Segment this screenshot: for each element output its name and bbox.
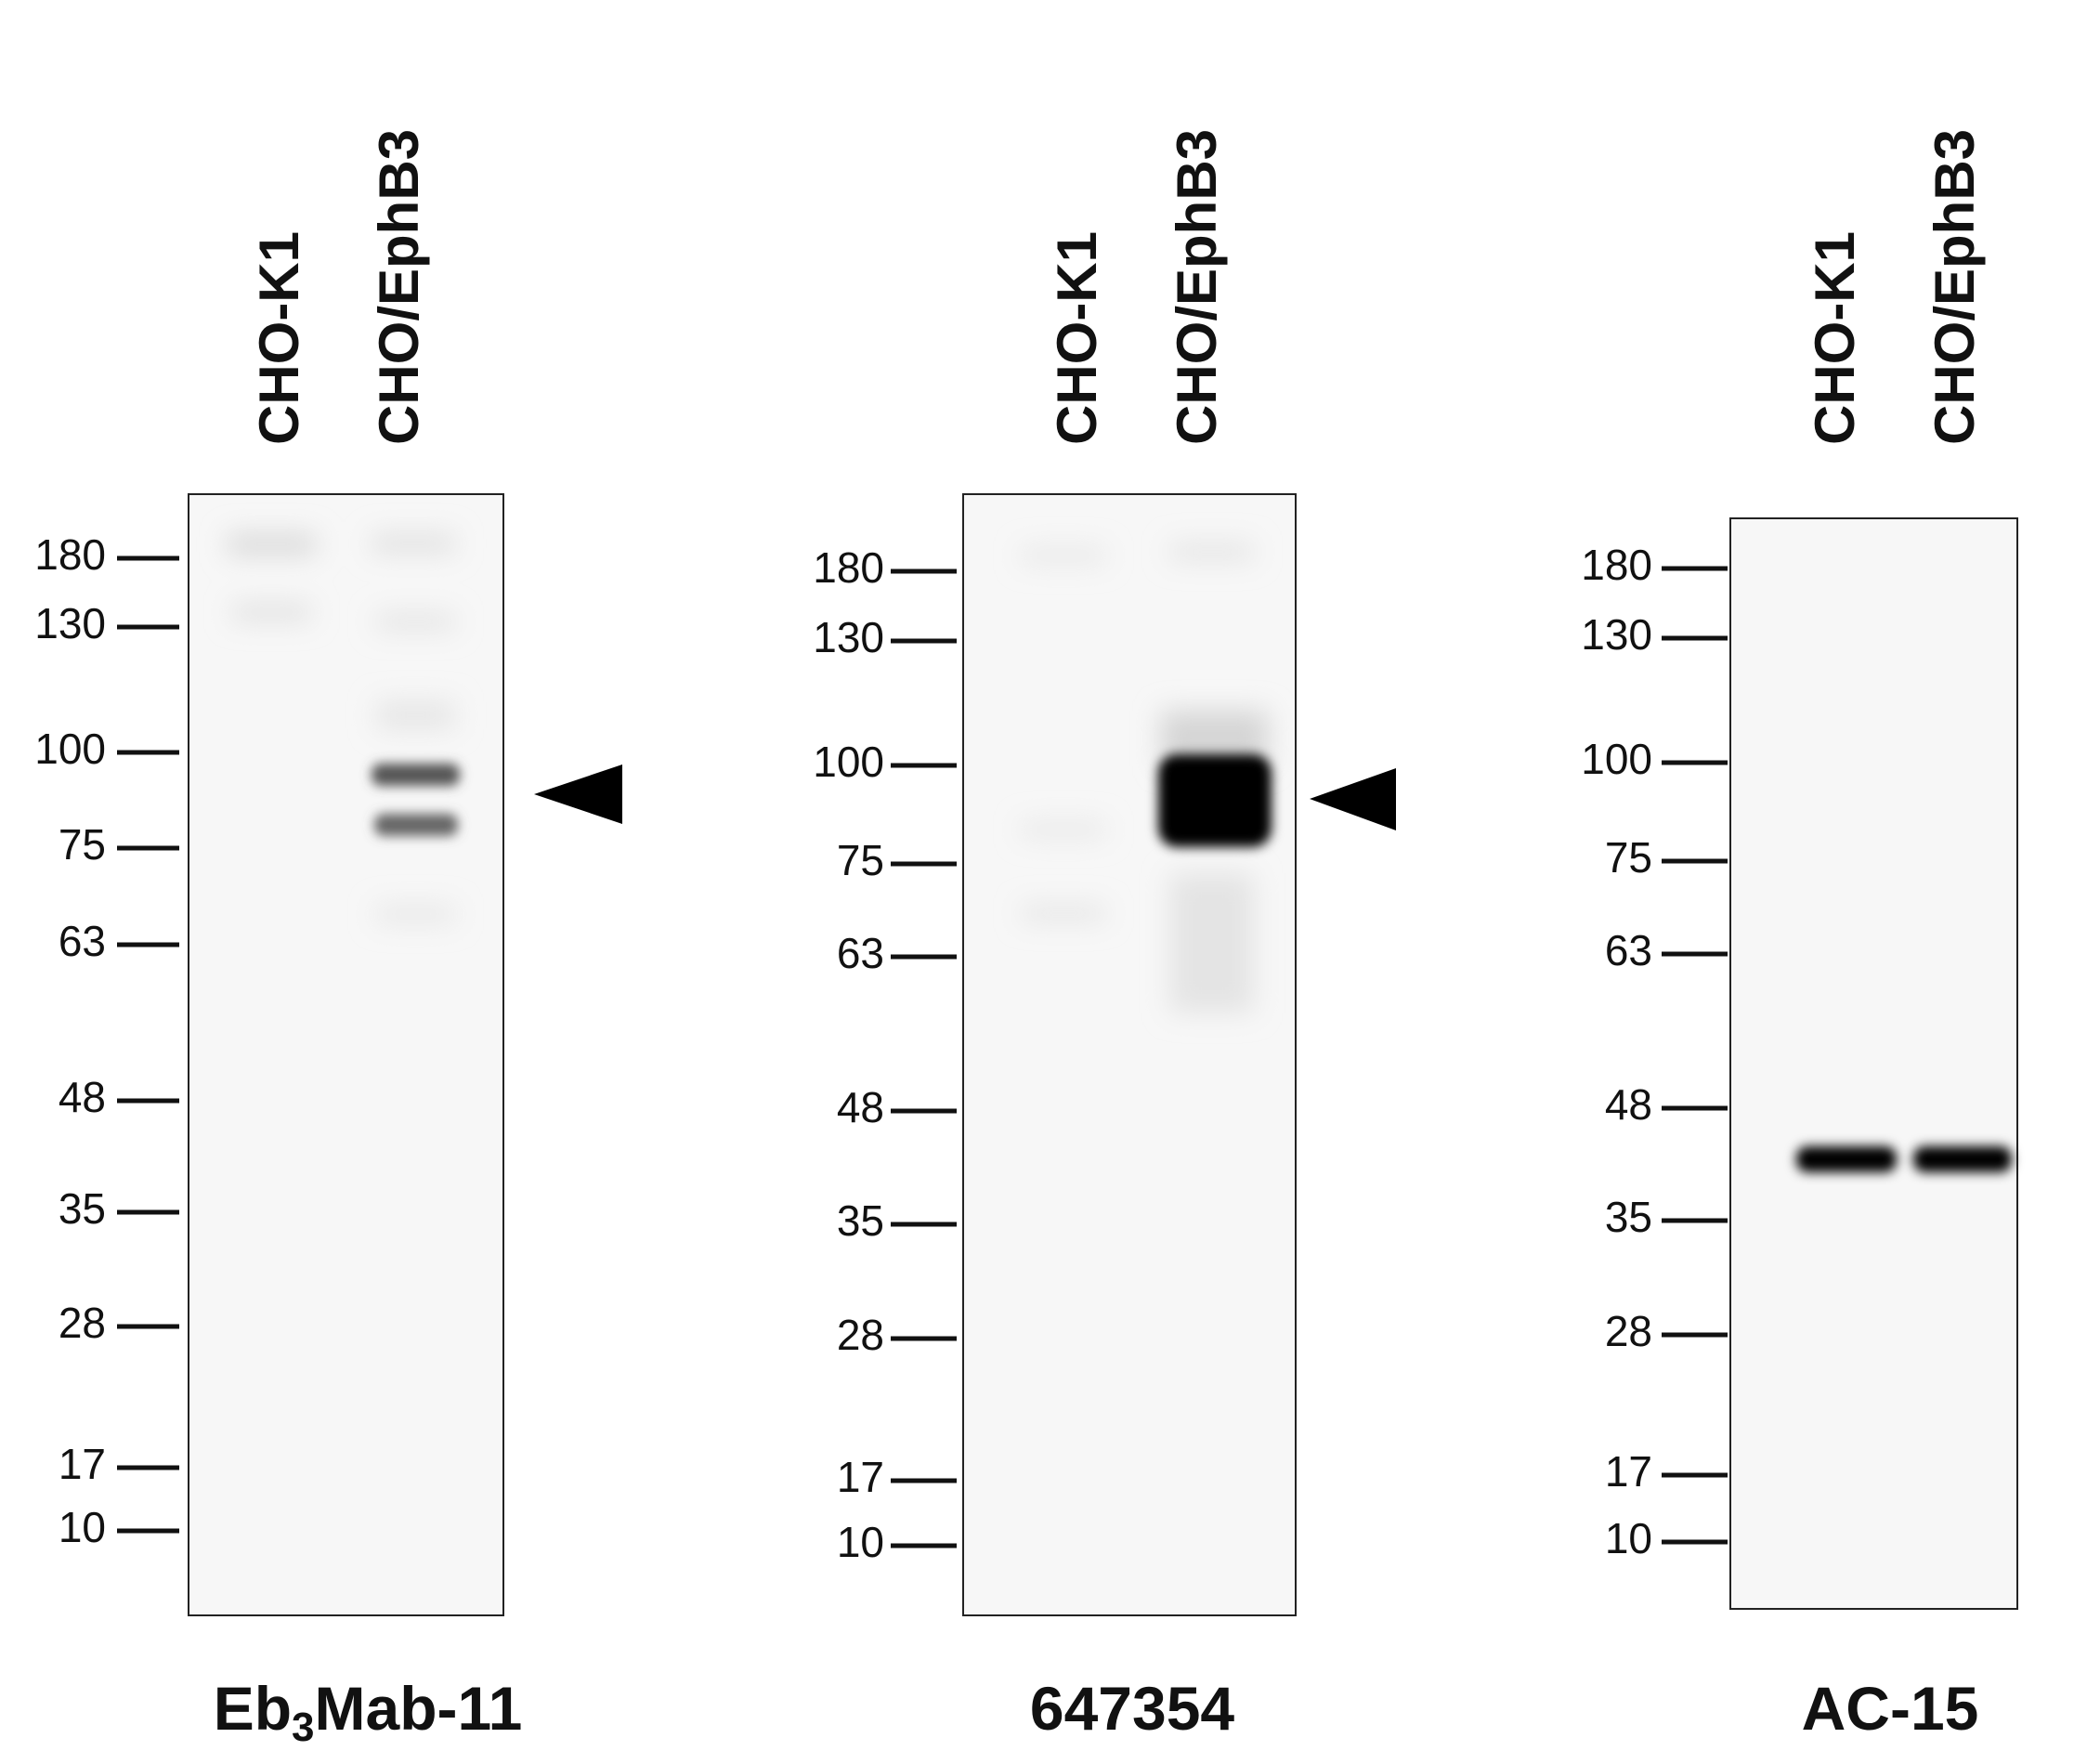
membrane [1729,517,2018,1610]
marker-label: 10 [59,1503,106,1551]
lane-label: CHO/EphB3 [1924,129,1986,445]
caption: 647354 [1030,1674,1235,1743]
marker-label: 48 [1605,1080,1652,1129]
faint-bands [228,534,455,922]
marker-label: 130 [34,599,106,647]
marker-label: 130 [1581,610,1652,659]
marker-label: 180 [34,530,106,579]
caption: Eb3Mab-11 [214,1674,523,1750]
marker-label: 28 [59,1299,106,1347]
marker-label: 17 [59,1440,106,1488]
arrowhead [1310,768,1396,830]
caption: AC-15 [1802,1674,1979,1743]
marker-label: 48 [59,1073,106,1121]
caption-text: Mab-11 [315,1674,523,1743]
lane-label: CHO-K1 [1046,231,1108,445]
marker-label: 180 [813,543,884,592]
marker-label: 75 [1605,833,1652,882]
caption-text: AC-15 [1802,1674,1979,1743]
caption-subscript: 3 [292,1705,314,1750]
marker-label: 100 [813,738,884,786]
bands [1796,1146,2012,1172]
blot-panel: CHO-K1 CHO/EphB3 647354 [962,129,1396,1743]
faint-bands [1022,543,1268,1013]
marker-label: 63 [1605,926,1652,974]
lane-label: CHO-K1 [1804,231,1866,445]
blot-panel: CHO-K1 CHO/EphB3 Eb3Mab-11 [188,129,622,1750]
marker-label: 48 [837,1083,884,1131]
marker-label: 10 [1605,1514,1652,1562]
marker-label: 28 [1605,1307,1652,1355]
lane-label: CHO/EphB3 [368,129,430,445]
lane-label: CHO-K1 [248,231,310,445]
marker-label: 180 [1581,541,1652,589]
membrane [188,493,504,1616]
marker-label: 28 [837,1311,884,1359]
bands [372,764,460,836]
marker-label: 10 [837,1518,884,1566]
arrowhead [534,764,622,824]
bands [1158,754,1272,847]
membrane [962,493,1297,1616]
marker-label: 35 [1605,1193,1652,1241]
caption-text: Eb [214,1674,292,1743]
marker-label: 17 [1605,1447,1652,1496]
marker-label: 75 [837,836,884,884]
marker-label: 130 [813,613,884,661]
marker-label: 17 [837,1453,884,1501]
marker-label: 35 [59,1184,106,1233]
marker-label: 63 [59,917,106,965]
caption-text: 647354 [1030,1674,1235,1743]
marker-label: 75 [59,820,106,869]
blot-panel: CHO-K1 CHO/EphB3 AC-15 [1729,129,2018,1743]
marker-label: 63 [837,929,884,977]
marker-label: 35 [837,1196,884,1245]
marker-label: 100 [34,725,106,773]
marker-label: 100 [1581,735,1652,783]
lane-label: CHO/EphB3 [1166,129,1228,445]
